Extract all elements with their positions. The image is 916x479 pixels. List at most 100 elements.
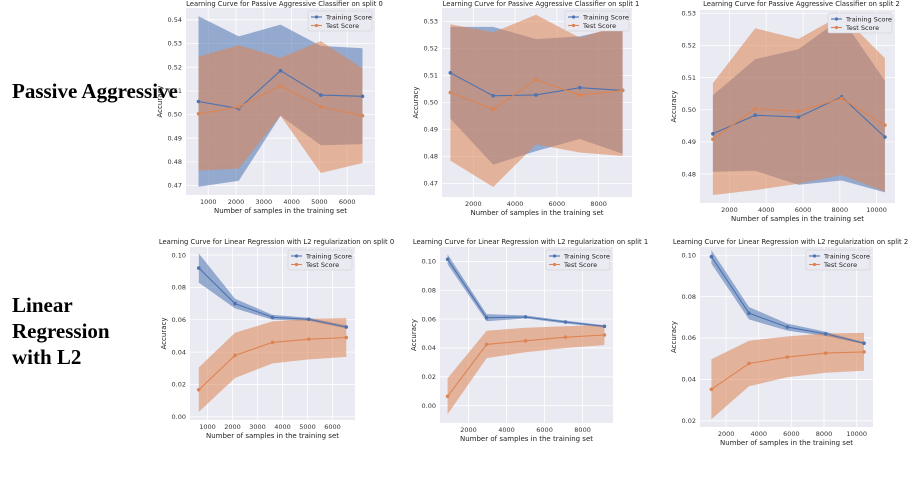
x-tick-label: 2000 [721, 206, 738, 214]
y-tick-label: 0.04 [422, 344, 436, 352]
test-score-point [196, 112, 201, 116]
y-tick-label: 0.02 [172, 381, 186, 389]
test-score-band [198, 41, 363, 173]
y-tick-label: 0.49 [682, 138, 696, 146]
x-tick-label: 3000 [256, 198, 273, 206]
x-tick-label: 10000 [866, 206, 887, 214]
y-tick-label: 0.48 [424, 153, 438, 161]
test-score-point [491, 107, 495, 112]
chart-title: Learning Curve for Linear Regression wit… [673, 238, 908, 246]
legend-training-dot [571, 15, 576, 19]
x-tick-label: 4000 [283, 198, 300, 206]
training-score-point [563, 320, 568, 324]
chart-title: Learning Curve for Passive Aggressive Cl… [443, 0, 640, 8]
test-score-point [796, 109, 801, 114]
y-tick-label: 0.51 [168, 87, 182, 95]
y-tick-label: 0.50 [424, 99, 438, 107]
training-score-point [344, 325, 349, 329]
x-tick-label: 2000 [228, 198, 245, 206]
legend-test-dot [552, 262, 557, 267]
y-tick-label: 0.50 [682, 106, 696, 114]
x-tick-label: 6000 [549, 200, 566, 208]
test-score-point [602, 333, 607, 337]
y-axis-label: Accuracy [160, 318, 168, 350]
y-tick-label: 0.48 [168, 158, 182, 166]
y-tick-label: 0.52 [424, 45, 438, 53]
x-axis-label: Number of samples in the training set [731, 215, 864, 223]
training-score-point [270, 315, 275, 320]
y-tick-label: 0.50 [168, 111, 182, 119]
test-score-point [270, 340, 275, 345]
test-score-point [237, 105, 241, 109]
training-score-point [360, 94, 365, 99]
test-score-point [578, 93, 582, 98]
legend-box [805, 249, 871, 271]
x-tick-label: 4000 [750, 430, 767, 438]
training-score-point [484, 315, 489, 320]
training-score-point [306, 317, 311, 322]
legend-test-label: Test Score [845, 24, 879, 32]
y-tick-label: 0.00 [172, 413, 186, 421]
x-tick-label: 8000 [590, 200, 607, 208]
legend-test-dot [571, 23, 576, 28]
legend-box [287, 249, 353, 271]
x-tick-label: 1000 [199, 423, 216, 431]
test-score-point [620, 88, 625, 93]
test-score-point [306, 337, 311, 341]
legend-test-label: Test Score [305, 261, 339, 269]
y-tick-label: 0.06 [422, 315, 436, 323]
y-tick-label: 0.47 [168, 182, 182, 190]
training-score-point [883, 135, 887, 139]
legend-training-label: Training Score [563, 252, 610, 260]
test-score-band [198, 318, 347, 412]
legend-training-dot [552, 254, 557, 258]
y-tick-label: 0.53 [168, 40, 182, 48]
y-tick-label: 0.04 [172, 348, 186, 356]
training-score-point [578, 85, 582, 90]
y-axis-label: Accuracy [412, 87, 420, 119]
legend-training-dot [834, 17, 839, 21]
x-tick-label: 10000 [846, 430, 867, 438]
legend-test-dot [294, 262, 299, 267]
y-tick-label: 0.08 [422, 286, 436, 294]
test-score-point [711, 137, 715, 142]
training-score-point [445, 257, 450, 262]
training-score-point [785, 325, 790, 329]
legend-test-dot [812, 262, 817, 267]
x-tick-label: 4000 [507, 200, 524, 208]
legend-box [307, 10, 373, 32]
legend-test-dot [834, 25, 839, 30]
x-tick-label: 8000 [574, 426, 591, 434]
x-tick-label: 6000 [324, 423, 341, 431]
y-axis-label: Accuracy [410, 319, 418, 351]
legend-box [827, 12, 893, 34]
test-score-point [839, 96, 844, 101]
test-score-point [747, 361, 751, 366]
test-score-band [712, 14, 885, 195]
y-axis-label: Accuracy [156, 86, 164, 118]
y-tick-label: 0.08 [172, 284, 186, 292]
legend-training-dot [812, 254, 817, 258]
training-score-point [862, 341, 866, 346]
y-tick-label: 0.47 [424, 180, 438, 188]
test-score-point [278, 84, 283, 88]
training-score-point [823, 332, 828, 336]
y-tick-label: 0.49 [424, 126, 438, 134]
y-tick-label: 0.10 [682, 251, 696, 259]
test-score-point [523, 338, 528, 343]
y-tick-label: 0.00 [422, 402, 436, 410]
test-score-point [445, 394, 450, 399]
test-score-point [753, 106, 757, 111]
chart-title: Learning Curve for Linear Regression wit… [159, 238, 394, 246]
test-score-point [709, 387, 714, 392]
training-score-point [747, 311, 751, 316]
test-score-point [563, 335, 568, 339]
x-tick-label: 6000 [783, 430, 800, 438]
training-score-point [319, 93, 323, 97]
x-axis-label: Number of samples in the training set [460, 435, 593, 443]
x-axis-label: Number of samples in the training set [206, 432, 339, 440]
chart-title: Learning Curve for Passive Aggressive Cl… [186, 0, 383, 8]
